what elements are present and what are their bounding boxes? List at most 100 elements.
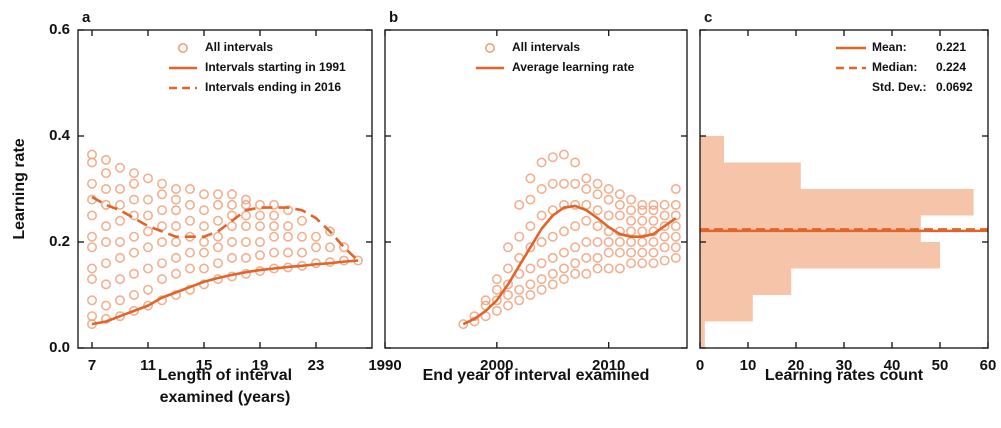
x-axis-label: Length of interval: [158, 367, 292, 384]
legend-value: 0.224: [936, 60, 966, 74]
scatter-point: [547, 279, 558, 290]
scatter-point: [570, 221, 581, 232]
scatter-point: [157, 237, 168, 248]
scatter-point: [581, 237, 592, 248]
scatter-point: [171, 184, 182, 195]
scatter-point: [514, 295, 525, 306]
scatter-point: [129, 194, 140, 205]
scatter-point: [491, 274, 502, 285]
scatter-point: [115, 215, 126, 226]
scatter-point: [570, 157, 581, 168]
scatter-point: [213, 258, 224, 269]
scatter-point: [213, 199, 224, 210]
scatter-point: [570, 258, 581, 269]
scatter-point: [157, 205, 168, 216]
scatter-point: [603, 247, 614, 258]
scatter-point: [101, 168, 112, 179]
scatter-point: [614, 247, 625, 258]
scatter-point: [637, 199, 648, 210]
scatter-point: [637, 226, 648, 237]
scatter-point: [659, 199, 670, 210]
scatter-point: [558, 226, 569, 237]
legend-marker: [178, 42, 189, 53]
scatter-point: [101, 184, 112, 195]
scatter-point: [491, 284, 502, 295]
scatter-point: [213, 242, 224, 253]
scatter-point: [547, 268, 558, 279]
scatter-point: [101, 199, 112, 210]
scatter-point: [603, 210, 614, 221]
scatter-point: [129, 178, 140, 189]
scatter-point: [241, 210, 252, 221]
scatter-point: [115, 237, 126, 248]
scatter-point: [241, 194, 252, 205]
scatter-point: [115, 311, 126, 322]
scatter-point: [514, 231, 525, 242]
scatter-point: [199, 263, 210, 274]
histogram-bar: [700, 295, 753, 322]
scatter-point: [87, 263, 98, 274]
x-tick-label: 11: [140, 357, 156, 374]
scatter-point: [614, 199, 625, 210]
histogram-bar: [700, 321, 705, 348]
scatter-point: [581, 173, 592, 184]
y-tick-label: 0.0: [49, 339, 70, 356]
scatter-point: [547, 231, 558, 242]
scatter-point: [491, 295, 502, 306]
scatter-point: [558, 263, 569, 274]
legend-value: 0.221: [936, 40, 966, 54]
x-tick-label: 19: [252, 357, 269, 374]
scatter-point: [637, 215, 648, 226]
legend-label: Intervals starting in 1991: [205, 60, 346, 74]
scatter-point: [87, 274, 98, 285]
scatter-point: [115, 274, 126, 285]
panel-label: a: [82, 9, 91, 26]
plot-frame: [384, 29, 688, 349]
scatter-point: [659, 231, 670, 242]
x-tick-label: 0: [696, 357, 704, 374]
scatter-point: [268, 231, 279, 242]
scatter-point: [503, 263, 514, 274]
scatter-point: [558, 247, 569, 258]
scatter-point: [282, 221, 293, 232]
legend-label: All intervals: [512, 40, 580, 54]
scatter-point: [129, 289, 140, 300]
scatter-point: [525, 173, 536, 184]
scatter-point: [157, 178, 168, 189]
scatter-point: [592, 237, 603, 248]
legend-marker: [484, 42, 495, 53]
legend-label: Intervals ending in 2016: [205, 80, 341, 94]
scatter-point: [570, 199, 581, 210]
scatter-point: [185, 184, 196, 195]
scatter-point: [525, 279, 536, 290]
scatter-point: [648, 237, 659, 248]
scatter-point: [558, 274, 569, 285]
scatter-point: [547, 152, 558, 163]
scatter-point: [157, 274, 168, 285]
y-tick-label: 0.4: [49, 127, 71, 144]
scatter-point: [199, 247, 210, 258]
scatter-point: [255, 237, 266, 248]
scatter-point: [503, 279, 514, 290]
scatter-point: [296, 231, 307, 242]
y-tick-label: 0.2: [49, 233, 70, 250]
x-axis-label: Learning rates count: [765, 367, 924, 384]
x-tick-label: 10: [740, 357, 757, 374]
scatter-point: [626, 226, 637, 237]
scatter-point: [87, 149, 98, 160]
scatter-point: [338, 242, 349, 253]
scatter-point: [536, 157, 547, 168]
scatter-point: [514, 284, 525, 295]
scatter-point: [648, 215, 659, 226]
scatter-point: [637, 237, 648, 248]
scatter-point: [570, 178, 581, 189]
scatter-point: [227, 221, 238, 232]
scatter-point: [648, 205, 659, 216]
scatter-point: [536, 258, 547, 269]
scatter-point: [143, 173, 154, 184]
legend-label: Median:: [872, 60, 917, 74]
scatter-point: [213, 215, 224, 226]
line: [91, 259, 359, 326]
scatter-point: [525, 242, 536, 253]
